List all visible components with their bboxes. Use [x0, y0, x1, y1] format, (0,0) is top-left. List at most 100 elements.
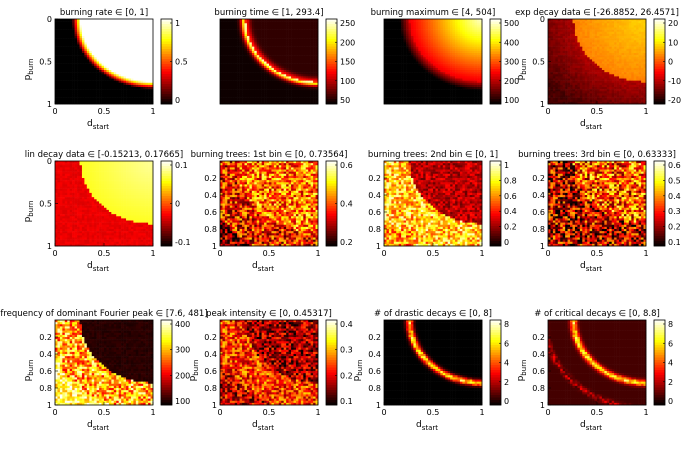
heatmap-cell — [415, 19, 419, 22]
heatmap-cell — [410, 48, 414, 52]
heatmap-cell — [396, 89, 399, 92]
heatmap-cell — [295, 40, 299, 43]
heatmap-cell — [386, 38, 390, 41]
heatmap-cell — [261, 82, 265, 86]
heatmap-cell — [138, 84, 142, 88]
heatmap-cell — [64, 23, 68, 26]
heatmap-cell — [410, 46, 414, 50]
heatmap-cell — [79, 50, 83, 54]
heatmap-cell — [406, 101, 409, 105]
heatmap-cell — [237, 36, 240, 39]
heatmap-cells — [384, 19, 483, 105]
heatmap-cell — [96, 33, 100, 37]
heatmap-cell — [138, 29, 142, 33]
heatmap-cell — [259, 84, 262, 88]
heatmap-cell — [135, 48, 139, 52]
heatmap-cell — [123, 23, 127, 26]
heatmap-cell — [295, 82, 299, 86]
heatmap-cell — [259, 38, 262, 41]
heatmap-cell — [96, 67, 100, 71]
heatmap-cell — [86, 53, 90, 56]
heatmap-cell — [273, 46, 277, 50]
heatmap-cell — [234, 33, 238, 37]
heatmap-cell — [455, 40, 458, 43]
heatmap-cell — [259, 78, 262, 81]
heatmap-cell — [440, 29, 444, 33]
heatmap-cell — [271, 74, 275, 77]
heatmap-cell — [313, 44, 316, 47]
heatmap-cell — [237, 31, 240, 35]
heatmap-cell — [418, 99, 422, 103]
heatmap-cell — [77, 36, 80, 39]
heatmap-cell — [244, 76, 248, 79]
heatmap-cell — [455, 57, 458, 60]
heatmap-cell — [442, 87, 446, 90]
heatmap-cell — [403, 38, 407, 41]
heatmap-cell — [77, 50, 80, 54]
colorbar-step — [161, 34, 172, 37]
heatmap-cell — [232, 57, 235, 60]
heatmap-cell — [64, 97, 68, 101]
heatmap-cell — [388, 99, 392, 103]
heatmap-cell — [303, 84, 307, 88]
heatmap-cell — [251, 55, 255, 58]
heatmap-cell — [452, 70, 456, 73]
heatmap-cell — [462, 80, 466, 84]
heatmap-cell — [305, 99, 309, 103]
heatmap-cell — [479, 84, 483, 88]
heatmap-cell — [464, 59, 468, 62]
heatmap-cell — [428, 48, 431, 52]
heatmap-cell — [435, 93, 439, 96]
heatmap-cell — [126, 48, 129, 52]
heatmap-cell — [64, 19, 68, 22]
heatmap-cell — [126, 63, 129, 67]
heatmap-cell — [467, 40, 471, 43]
heatmap-cell — [425, 48, 429, 52]
heatmap-cell — [123, 38, 127, 41]
heatmap-cell — [84, 97, 88, 101]
heatmap-cell — [239, 36, 243, 39]
heatmap-cell — [140, 82, 144, 86]
heatmap-cell — [67, 40, 70, 43]
heatmap-cell — [418, 25, 422, 28]
heatmap-cell — [89, 72, 93, 75]
heatmap-cell — [273, 72, 277, 75]
heatmap-cell — [310, 44, 314, 47]
heatmap-cell — [150, 53, 154, 56]
heatmap-cell — [242, 33, 245, 37]
heatmap-cell — [464, 70, 468, 73]
heatmap-cell — [271, 95, 275, 98]
heatmap-cell — [391, 101, 395, 105]
heatmap-cell — [123, 70, 127, 73]
heatmap-cell — [469, 57, 473, 60]
heatmap-cell — [313, 21, 316, 24]
heatmap-cell — [298, 44, 302, 47]
heatmap-cell — [227, 67, 231, 71]
heatmap-cell — [310, 84, 314, 88]
heatmap-cell — [281, 97, 284, 101]
heatmap-cell — [388, 78, 392, 81]
heatmap-cell — [295, 21, 299, 24]
heatmap-cell — [237, 82, 240, 86]
heatmap-cell — [108, 25, 112, 28]
heatmap-cell — [133, 95, 137, 98]
heatmap-cell — [64, 72, 68, 75]
heatmap-cell — [298, 25, 302, 28]
heatmap-cell — [548, 93, 551, 96]
heatmap-cell — [135, 40, 139, 43]
heatmap-cell — [254, 48, 258, 52]
colorbar-step — [326, 26, 337, 30]
heatmap-cell — [445, 99, 448, 103]
heatmap-cell — [298, 21, 302, 24]
heatmap-cell — [459, 63, 463, 67]
heatmap-cell — [140, 78, 144, 81]
heatmap-cell — [57, 74, 61, 77]
heatmap-cell — [237, 19, 240, 22]
heatmap-cell — [106, 67, 110, 71]
heatmap-cell — [246, 101, 250, 105]
heatmap-cell — [415, 33, 419, 37]
heatmap-cell — [111, 53, 115, 56]
heatmap-cell — [128, 99, 132, 103]
heatmap-cell — [445, 93, 448, 96]
